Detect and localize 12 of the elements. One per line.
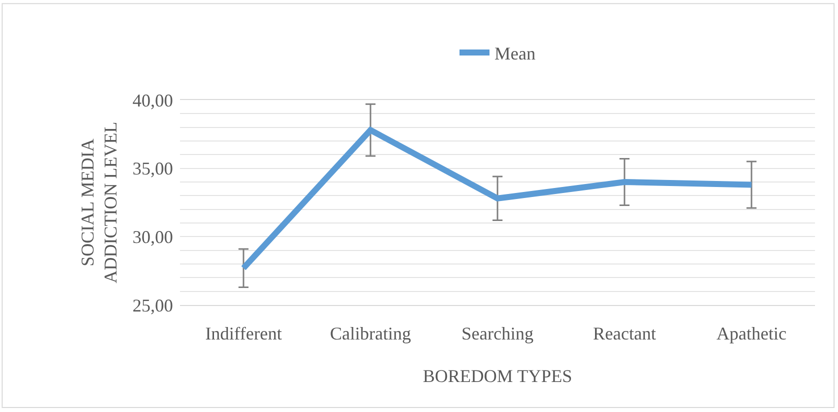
legend-label: Mean [494,44,536,64]
x-tick-label: Searching [462,324,534,344]
y-tick-label: 25,00 [132,295,173,316]
x-axis-title: BOREDOM TYPES [422,366,572,386]
y-axis-title: SOCIAL MEDIA ADDICTION LEVEL [77,122,121,284]
y-tick-label: 35,00 [132,158,173,179]
x-tick-label: Apathetic [716,324,786,344]
x-tick-label: Calibrating [330,324,411,344]
y-tick-label: 30,00 [132,226,173,247]
x-tick-label: Indifferent [205,324,282,344]
x-tick-label: Reactant [593,324,656,344]
y-tick-label: 40,00 [132,90,173,110]
